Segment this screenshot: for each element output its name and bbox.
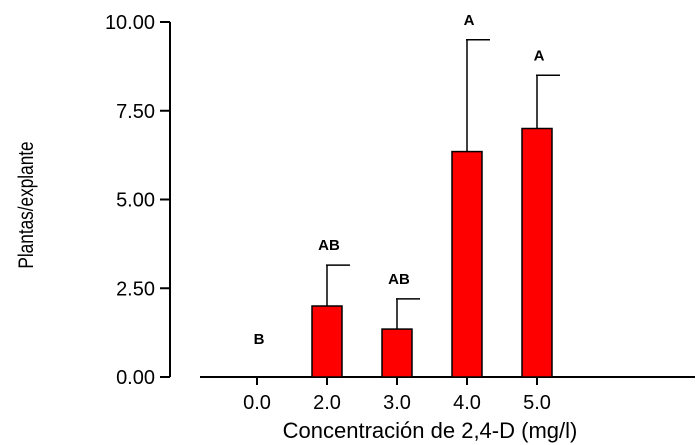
x-tick-label: 2.0	[313, 392, 341, 414]
y-tick-label: 5.00	[116, 190, 155, 212]
bar	[451, 150, 483, 378]
x-axis-title: Concentración de 2,4-D (mg/l)	[283, 418, 578, 443]
error-bar	[466, 39, 490, 152]
significance-label: A	[534, 47, 545, 64]
y-tick-label: 7.50	[116, 101, 155, 123]
bar	[381, 328, 413, 378]
error-bars	[326, 39, 560, 330]
significance-label: AB	[318, 237, 340, 254]
y-axis-title: Plantas/explante	[16, 141, 39, 268]
x-tick-label: 4.0	[453, 392, 481, 414]
x-tick-label: 0.0	[243, 392, 271, 414]
significance-labels: B AB AB A A	[254, 12, 545, 348]
y-tick-label: 10.00	[105, 12, 155, 34]
bars	[311, 127, 553, 378]
y-axis: 0.00 2.50 5.00 7.50 10.00	[105, 12, 171, 389]
y-tick-label: 0.00	[116, 367, 155, 389]
significance-label: AB	[388, 271, 410, 288]
bar	[311, 305, 343, 378]
bar	[521, 127, 553, 378]
x-tick-label: 3.0	[383, 392, 411, 414]
x-tick-label: 5.0	[523, 392, 551, 414]
error-bar	[326, 264, 350, 306]
error-bar	[396, 298, 420, 330]
significance-label: A	[464, 12, 475, 29]
significance-label: B	[254, 331, 265, 348]
error-bar	[536, 74, 560, 129]
y-tick-label: 2.50	[116, 278, 155, 300]
x-axis: 0.0 2.0 3.0 4.0 5.0	[200, 376, 695, 414]
